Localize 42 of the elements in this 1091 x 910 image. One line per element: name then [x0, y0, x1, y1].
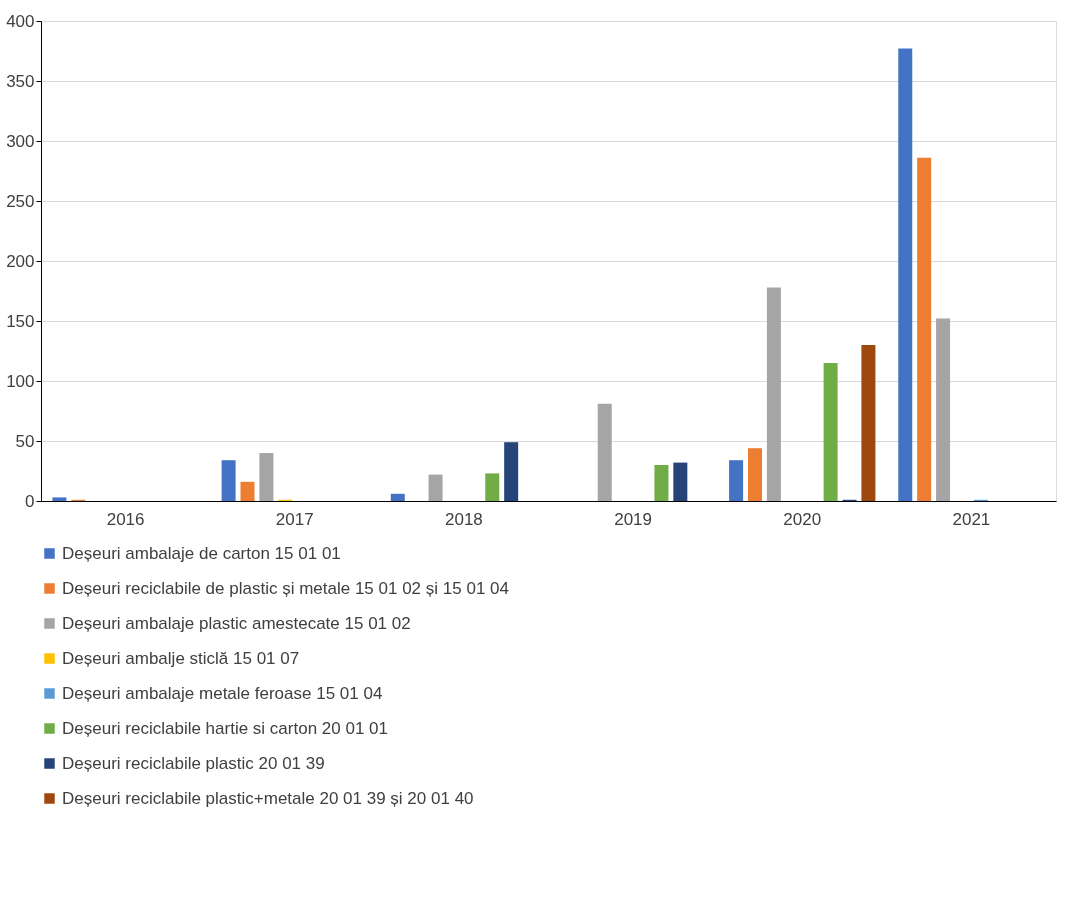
legend-label: Deșeuri reciclabile hartie si carton 20 01 01: [62, 718, 389, 738]
bar: [221, 460, 236, 501]
y-tick-label: 250: [6, 191, 35, 211]
x-tick-label: 2017: [275, 509, 314, 529]
bar: [823, 363, 838, 501]
x-tick-label: 2019: [614, 509, 652, 529]
bar: [390, 493, 405, 501]
y-tick-label: 350: [6, 71, 35, 91]
legend-label: Deșeuri reciclabile plastic 20 01 39: [62, 753, 325, 773]
legend-label: Deșeuri reciclabile plastic+metale 20 01 39 și 20 01 40: [62, 788, 474, 808]
bar: [259, 453, 274, 501]
bar: [917, 157, 932, 501]
y-tick-label: 50: [15, 431, 35, 451]
bar: [748, 448, 762, 501]
bar: [52, 497, 67, 501]
bar: [898, 48, 913, 501]
y-tick-label: 0: [25, 491, 35, 511]
legend-label: Deșeuri ambalaje plastic amestecate 15 01 02: [62, 613, 411, 633]
y-tick-label: 300: [6, 131, 35, 151]
bar: [673, 462, 688, 501]
legend-label: Deșeuri reciclabile de plastic și metale 15 01 02 și 15 01 04: [62, 578, 509, 598]
legend-label: Deșeuri ambalje sticlă 15 01 07: [62, 648, 300, 668]
x-tick-label: 2020: [783, 509, 822, 529]
bar: [428, 474, 443, 501]
bar: [504, 442, 519, 501]
y-tick-label: 200: [6, 251, 35, 271]
bar: [729, 460, 744, 501]
bar: [485, 473, 500, 501]
bar: [936, 318, 951, 501]
y-tick-label: 400: [6, 11, 35, 31]
bar: [240, 481, 255, 501]
y-tick-label: 100: [6, 371, 35, 391]
bar: [654, 465, 669, 501]
bar: [766, 287, 781, 501]
y-tick-label: 150: [6, 311, 35, 331]
legend-label: Deșeuri ambalaje metale feroase 15 01 04: [62, 683, 383, 703]
bar: [861, 345, 876, 501]
x-tick-label: 2016: [106, 509, 145, 529]
bar: [597, 403, 612, 501]
x-tick-label: 2018: [445, 509, 483, 529]
x-tick-label: 2021: [952, 509, 991, 529]
legend-label: Deșeuri ambalaje de carton 15 01 01: [62, 543, 341, 563]
